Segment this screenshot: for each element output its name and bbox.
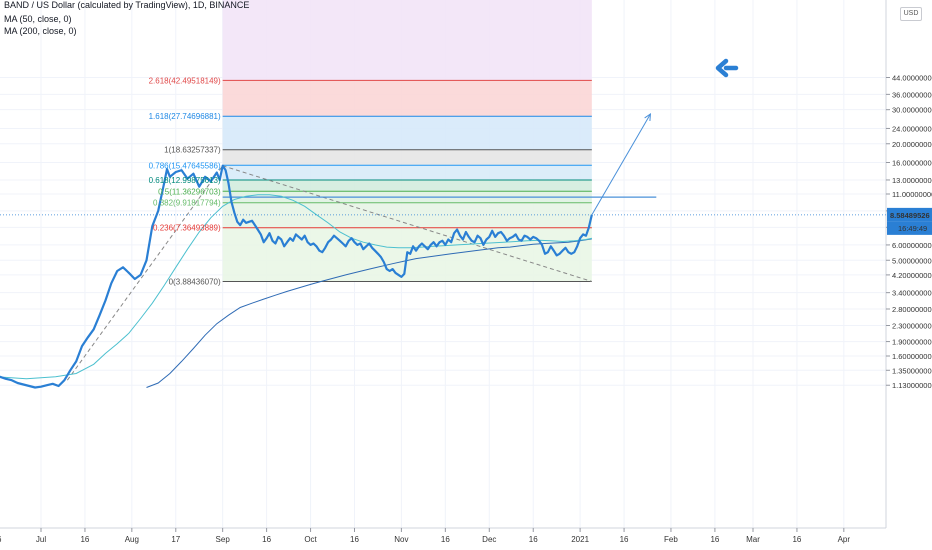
price-axis[interactable]: 44.00000000 36.00000000 30.00000000 24.0000… <box>885 0 932 550</box>
y-tick-label: 4.20000000 <box>892 271 932 280</box>
left-arrow-icon <box>715 58 739 78</box>
x-tick-label: 16 <box>710 535 719 544</box>
time-axis-bg <box>0 528 932 550</box>
y-tick-label: 2.30000000 <box>892 322 932 331</box>
fib-zone <box>222 165 592 180</box>
x-tick-label: 17 <box>171 535 180 544</box>
fib-zone <box>222 149 592 166</box>
y-tick-label: 3.40000000 <box>892 289 932 298</box>
y-tick-label: 20.00000000 <box>892 140 932 149</box>
price-line <box>0 164 593 389</box>
x-tick-label: Sep <box>216 535 231 544</box>
fib-zone <box>222 179 592 192</box>
y-tick-label: 24.00000000 <box>892 124 932 133</box>
x-tick-label: Feb <box>664 535 678 544</box>
x-tick-label: Apr <box>838 535 851 544</box>
y-tick-label: 11.00000000 <box>892 190 932 199</box>
fib-zone <box>222 0 592 81</box>
x-tick-label: 16 <box>0 535 2 544</box>
x-tick-label: Aug <box>125 535 139 544</box>
x-tick-label: 16 <box>529 535 538 544</box>
x-tick-label: 16 <box>80 535 89 544</box>
x-tick-label: 16 <box>792 535 801 544</box>
x-tick-label: Mar <box>746 535 760 544</box>
x-tick-label: 16 <box>620 535 629 544</box>
chart-series <box>0 164 593 389</box>
fib-level-label: 0.5(11.36296703) <box>158 187 221 196</box>
countdown-value: 16:49:49 <box>898 224 927 233</box>
fib-level-label: 0.786(15.47645586) <box>149 161 221 170</box>
y-tick-label: 1.60000000 <box>892 352 932 361</box>
y-tick-label: 36.00000000 <box>892 90 932 99</box>
fib-level-label: 1(18.63257337) <box>164 146 221 155</box>
trend-dashed-line <box>66 165 224 381</box>
fib-level-label: 0.236(7.36493889) <box>153 224 221 233</box>
fib-zone <box>222 202 592 228</box>
chart-overlays <box>66 58 739 381</box>
time-axis[interactable]: 16 Jul 16 Aug 17 Sep 16 Oct 16 Nov 16 Dec 16 2021 16 Fe… <box>0 527 932 550</box>
y-tick-label: 2.80000000 <box>892 305 932 314</box>
fib-level-label: 0.382(9.91817794) <box>153 199 221 208</box>
y-tick-label: 5.00000000 <box>892 256 932 265</box>
x-tick-label: Nov <box>394 535 408 544</box>
countdown-tag <box>887 221 932 235</box>
y-tick-label: 16.00000000 <box>892 159 932 168</box>
price-tags: 8.58489526 16:49:49 <box>0 207 932 235</box>
ma200-legend[interactable]: MA (200, close, 0) <box>4 26 77 36</box>
price-axis-bg <box>886 0 932 550</box>
trend-dashed-line <box>222 165 592 282</box>
y-tick-label: 13.00000000 <box>892 176 932 185</box>
ma50-line <box>0 194 592 380</box>
fib-level-label: 0(3.88436070) <box>169 277 221 286</box>
currency-button[interactable]: USD <box>900 7 922 21</box>
ma200-line <box>146 238 592 388</box>
ma50-legend[interactable]: MA (50, close, 0) <box>4 14 72 24</box>
y-tick-label: 30.00000000 <box>892 106 932 115</box>
fib-zone <box>222 116 592 150</box>
y-tick-label: 1.13000000 <box>892 381 932 390</box>
fib-zone <box>222 80 592 117</box>
x-tick-label: 16 <box>262 535 271 544</box>
projection-arrow-head <box>644 113 652 122</box>
chart-title: BAND / US Dollar (calculated by TradingV… <box>4 0 250 10</box>
x-tick-label: Jul <box>36 535 46 544</box>
y-tick-label: 1.35000000 <box>892 366 932 375</box>
fib-level-label: 1.618(27.74696881) <box>149 112 221 121</box>
y-tick-label: 44.00000000 <box>892 74 932 83</box>
fib-level-label: 0.618(12.99875613) <box>149 176 221 185</box>
x-tick-label: 16 <box>350 535 359 544</box>
fib-level-label: 2.618(42.49518149) <box>149 76 221 85</box>
x-tick-label: Oct <box>304 535 317 544</box>
left-arrow-icon <box>715 58 739 78</box>
x-tick-label: 2021 <box>571 535 589 544</box>
y-tick-label: 1.90000000 <box>892 338 932 347</box>
fibonacci-levels <box>222 79 592 282</box>
x-tick-label: 16 <box>441 535 450 544</box>
last-price-value: 8.58489526 <box>890 211 930 220</box>
last-price-tag <box>887 207 932 222</box>
fibonacci-labels: 2.618(42.49518149) 1.618(27.74696881) 1(18… <box>149 76 221 286</box>
x-tick-label: Dec <box>482 535 496 544</box>
projection-arrow <box>591 113 651 216</box>
y-tick-label: 6.00000000 <box>892 241 932 250</box>
fibonacci-zones <box>0 0 886 528</box>
